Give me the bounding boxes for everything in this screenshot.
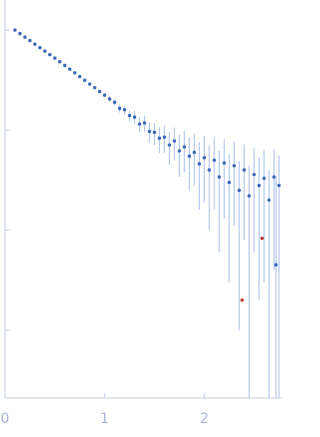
data-point [177,149,182,153]
data-point [247,194,251,198]
data-point [117,106,122,111]
data-point [68,67,72,71]
data-point [267,198,271,202]
data-point [147,129,152,134]
chart: 0 1 2 [1,0,282,427]
data-point [63,63,67,68]
data-point [262,176,266,181]
data-point [83,78,87,82]
data-point [122,108,127,112]
data-point [48,52,52,57]
data-point [182,145,187,149]
data-point [43,49,47,53]
data-point [162,135,167,139]
data-point [97,89,102,94]
data-point [73,71,77,75]
data-point [192,150,197,155]
data-point [202,156,206,160]
x-tick-label: 0 [1,411,10,427]
data-point [127,113,132,118]
data-point [132,115,137,119]
data-point [112,100,117,104]
data-point [222,161,226,165]
data-point [260,236,264,240]
plot [13,28,281,398]
data-point [187,154,192,158]
data-point [53,56,57,60]
data-point [217,175,221,179]
data-point [18,31,22,36]
data-point [212,158,216,162]
data-point [207,168,211,172]
data-point [167,143,172,147]
data-point [142,121,147,125]
data-point [157,136,162,140]
data-point [274,263,278,267]
data-point [242,168,246,172]
data-point [272,175,276,179]
data-point [58,60,62,64]
data-point [23,35,27,39]
data-point [102,93,107,97]
data-point [87,82,92,86]
data-point [137,122,142,126]
data-point [227,180,231,185]
data-point [13,28,17,32]
data-point [232,164,236,168]
data-point [92,85,97,90]
data-point [28,38,32,43]
x-tick-label: 1 [100,411,109,427]
data-point [33,42,37,46]
data-point [38,45,42,50]
data-point [107,97,112,101]
data-point [197,162,201,166]
data-point [240,298,244,302]
data-point [78,74,82,79]
x-tick-label: 2 [200,411,209,427]
data-point [277,183,281,188]
data-point [252,172,256,177]
data-point [257,183,261,188]
data-point [237,188,241,193]
data-point [172,139,177,143]
data-point [152,130,157,135]
